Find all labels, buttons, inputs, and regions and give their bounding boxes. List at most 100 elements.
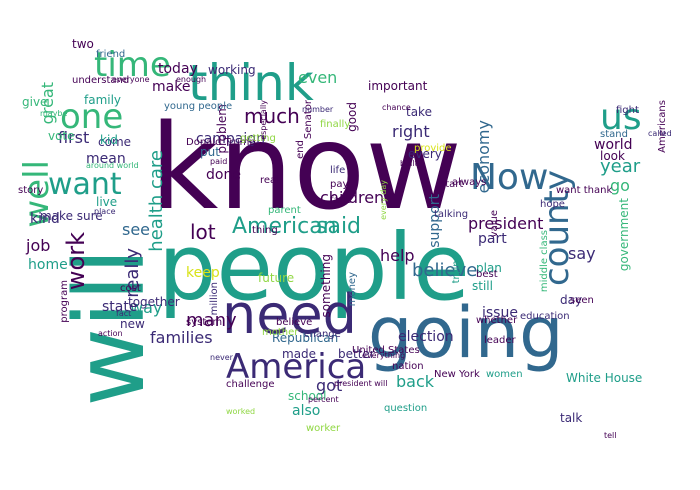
cloud-word: new: [120, 317, 145, 331]
cloud-word: parent: [268, 205, 301, 216]
cloud-word: two: [72, 37, 94, 51]
cloud-word: said: [316, 214, 362, 239]
cloud-word: family: [84, 93, 122, 107]
cloud-word: worker: [306, 423, 341, 434]
cloud-word: every day: [379, 180, 388, 220]
cloud-word: important: [368, 79, 428, 93]
cloud-word: Americans: [657, 100, 668, 153]
cloud-word: home: [28, 257, 68, 273]
cloud-word: much: [244, 104, 300, 128]
cloud-word: thing: [252, 225, 278, 236]
cloud-word: women: [486, 369, 523, 380]
cloud-word: issue: [482, 305, 518, 321]
cloud-word: percent: [308, 395, 339, 404]
cloud-word: today: [158, 61, 198, 77]
cloud-word: system: [186, 317, 223, 328]
cloud-word: challenge: [226, 379, 275, 390]
cloud-word: live: [96, 195, 118, 209]
cloud-word: help: [380, 246, 415, 265]
cloud-word: say: [568, 244, 596, 263]
cloud-word: change: [304, 329, 341, 340]
cloud-word: finally: [320, 119, 351, 130]
cloud-word: take: [406, 105, 432, 119]
cloud-word: face: [330, 195, 352, 206]
cloud-word: trying: [451, 254, 462, 284]
cloud-word: also: [292, 403, 321, 419]
cloud-word: better: [338, 347, 375, 361]
cloud-word: part: [478, 231, 507, 247]
cloud-word: back: [396, 372, 435, 391]
cloud-word: tell: [604, 431, 617, 440]
cloud-word: hope: [540, 199, 565, 210]
cloud-word: everything: [362, 351, 406, 360]
cloud-word: real: [260, 175, 279, 186]
cloud-word: Republican: [272, 331, 339, 345]
cloud-word: government: [617, 198, 631, 272]
cloud-word: children: [320, 188, 385, 207]
cloud-word: health care: [146, 150, 167, 252]
cloud-word: us: [600, 97, 642, 138]
cloud-word: America: [226, 347, 367, 387]
cloud-word: make: [152, 79, 191, 95]
cloud-word: story: [18, 185, 44, 196]
cloud-word: want thank: [556, 185, 613, 196]
cloud-word: talk: [560, 411, 583, 425]
cloud-word: middle class: [539, 230, 550, 293]
cloud-word: enough: [176, 75, 207, 84]
cloud-word: stand: [600, 129, 628, 140]
cloud-word: look: [600, 149, 625, 163]
cloud-word: come: [98, 135, 132, 149]
cloud-word: chance: [382, 103, 411, 112]
cloud-word: families: [150, 328, 213, 347]
cloud-word: world: [594, 137, 633, 153]
cloud-word: go: [610, 176, 630, 195]
cloud-word: keep: [186, 265, 220, 281]
cloud-word: see: [122, 220, 151, 239]
cloud-word: year: [600, 156, 641, 177]
cloud-word: life: [330, 165, 346, 176]
cloud-word: together: [128, 295, 180, 309]
cloud-word: nation: [392, 361, 424, 372]
cloud-word: cost: [120, 283, 141, 294]
cloud-word: think: [188, 54, 314, 112]
cloud-word: support: [427, 194, 443, 248]
cloud-word: Now: [470, 157, 549, 198]
cloud-word: going: [368, 292, 564, 374]
cloud-word: vote: [48, 129, 75, 143]
cloud-word: built: [400, 159, 418, 168]
cloud-word: kid: [100, 133, 118, 147]
cloud-word: question: [384, 403, 428, 414]
cloud-word: maybe: [40, 109, 68, 118]
cloud-word: program: [59, 280, 70, 323]
cloud-word: seen: [570, 295, 594, 306]
cloud-word: action: [98, 329, 123, 338]
cloud-word: job: [26, 236, 51, 255]
cloud-word: believe: [276, 317, 313, 328]
cloud-word: number: [302, 105, 334, 114]
cloud-word: something: [319, 254, 333, 318]
cloud-word: mean: [86, 151, 126, 167]
cloud-word: talking: [434, 209, 469, 220]
cloud-word: called: [648, 129, 672, 138]
cloud-word: give: [22, 95, 48, 109]
cloud-word: put: [200, 145, 220, 159]
cloud-word: president will: [334, 379, 388, 388]
cloud-word: first: [58, 128, 90, 147]
cloud-word: United States: [352, 345, 420, 356]
cloud-word: one: [60, 97, 124, 137]
cloud-word: worked: [226, 407, 256, 416]
cloud-word: mother: [262, 327, 299, 338]
cloud-word: every: [408, 147, 442, 161]
cloud-word: need: [222, 283, 357, 346]
cloud-word: whether: [476, 315, 518, 326]
cloud-word: got: [316, 376, 343, 395]
cloud-word: still: [472, 279, 493, 293]
cloud-word: value: [489, 210, 500, 238]
cloud-word: New York: [434, 369, 480, 380]
cloud-word: way: [130, 298, 163, 317]
cloud-word: school: [288, 389, 327, 403]
cloud-word: kind: [30, 211, 60, 227]
cloud-word: leader: [484, 335, 516, 346]
cloud-word: getting: [240, 133, 276, 144]
